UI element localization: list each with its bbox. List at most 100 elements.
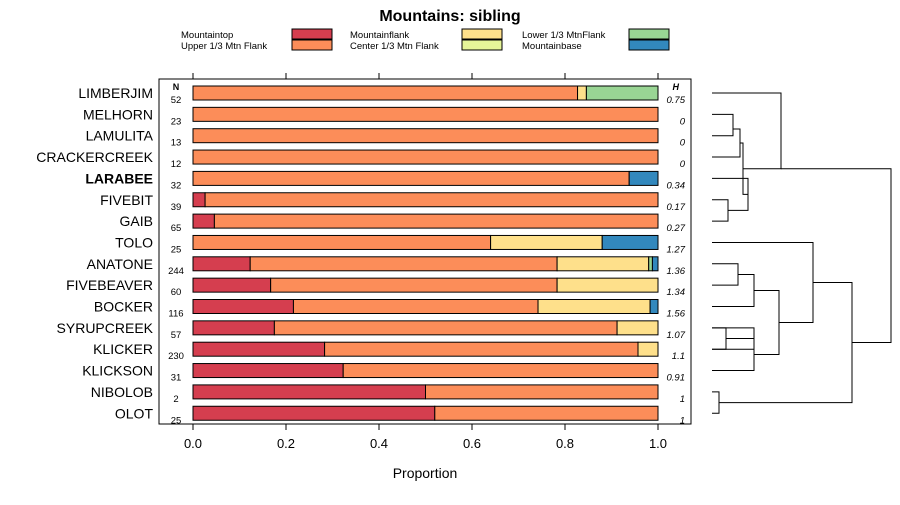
bar-segment (192, 106, 659, 122)
bar-segment (651, 256, 659, 272)
bar-segment (249, 256, 558, 272)
legend-label: Mountainbase (522, 41, 582, 52)
h-column-header: H (673, 82, 680, 92)
bar-segment (637, 341, 659, 357)
dendrogram-branch (712, 199, 729, 222)
bar-segment (434, 405, 659, 421)
bar-segment (192, 405, 436, 421)
row-label: LARABEE (85, 170, 153, 186)
bar-segment (585, 85, 659, 101)
bar-segment (342, 363, 659, 379)
bar-segment (192, 341, 326, 357)
bar-segment (425, 384, 659, 400)
row-label: LAMULITA (86, 128, 154, 144)
h-value: 0 (680, 159, 686, 170)
row-label: GAIB (120, 213, 153, 229)
bar-segment (490, 234, 603, 250)
row-label: KLICKSON (82, 363, 153, 379)
n-column-header: N (173, 82, 180, 92)
n-value: 39 (171, 202, 182, 213)
plot-frame (158, 78, 692, 425)
row-labels: LIMBERJIM MELHORN LAMULITA CRACKERCREEK LARA… (36, 85, 153, 421)
x-tick-label: 0.4 (370, 436, 388, 451)
row-label: MELHORN (83, 106, 153, 122)
x-tick-label: 0.8 (556, 436, 574, 451)
bar-segment (537, 299, 651, 314)
n-value: 32 (171, 180, 182, 191)
row-label: NIBOLOB (91, 384, 153, 400)
x-axis: 0.0 0.2 0.4 0.6 0.8 1.0 (184, 73, 667, 451)
bar-segment (292, 299, 539, 314)
bar-segment (192, 320, 275, 336)
bar-segment (213, 213, 659, 229)
h-value: 1 (680, 415, 685, 426)
dendrogram-branch (712, 92, 782, 170)
h-value: 1.56 (667, 309, 686, 320)
bar-segment (192, 363, 344, 379)
dendrogram-branch (712, 273, 755, 307)
h-labels: 0.75 0 0 0 0.34 0.17 0.27 1.27 1.36 1.34 1.56 1.07 1… (667, 95, 686, 426)
bar-segment (192, 170, 630, 186)
bar-segment (192, 234, 492, 250)
n-value: 25 (171, 244, 182, 255)
dendrogram (712, 92, 892, 414)
legend-swatch (291, 39, 333, 51)
h-value: 0 (680, 116, 686, 127)
n-value: 116 (168, 309, 183, 320)
bar-segment (556, 256, 650, 272)
bar-segment (192, 85, 579, 101)
legend-label: Mountaintop (181, 30, 233, 41)
dendrogram-branch (781, 168, 892, 344)
h-value: 1.27 (667, 244, 686, 255)
bar-segment (192, 128, 659, 144)
h-value: 0.17 (667, 202, 686, 213)
row-label: FIVEBEAVER (66, 277, 153, 293)
row-label: FIVEBIT (100, 192, 153, 208)
n-value: 25 (171, 415, 182, 426)
legend-swatch (628, 39, 670, 51)
bar-segment (192, 299, 294, 314)
dendrogram-branch (712, 263, 739, 286)
row-label: SYRUPCREEK (57, 320, 154, 336)
row-label: OLOT (115, 405, 154, 421)
dendrogram-branch (712, 391, 720, 414)
bar-segment (628, 170, 659, 186)
bar-segment (324, 341, 639, 357)
n-value: 230 (168, 351, 184, 362)
row-label: CRACKERCREEK (36, 149, 153, 165)
h-value: 0.91 (667, 373, 686, 384)
bar-segment (192, 384, 426, 400)
bar-segment (577, 85, 587, 101)
legend-swatch (461, 39, 503, 51)
bar-segment (192, 192, 206, 208)
bar-segment (556, 277, 659, 293)
legend-label: Upper 1/3 Mtn Flank (181, 41, 267, 52)
row-label: BOCKER (94, 299, 153, 315)
n-value: 244 (168, 266, 184, 277)
bar-segment (204, 192, 659, 208)
dendrogram-branch (712, 327, 727, 350)
x-tick-label: 0.2 (277, 436, 295, 451)
x-tick-label: 0.6 (463, 436, 481, 451)
n-value: 2 (173, 394, 178, 405)
bar-segment (192, 213, 215, 229)
x-axis-label: Proportion (393, 465, 458, 481)
legend-swatch (461, 28, 503, 40)
dendrogram-branch (754, 289, 780, 356)
bar-segment (273, 320, 618, 336)
h-value: 1.07 (667, 330, 686, 341)
row-label: TOLO (115, 234, 153, 250)
n-labels: 52 23 13 12 32 39 65 25 244 60 116 57 230 31 2 25 (168, 95, 184, 426)
row-label: KLICKER (93, 341, 153, 357)
chart-title: Mountains: sibling (379, 8, 520, 25)
n-value: 12 (171, 159, 182, 170)
bar-segment (192, 149, 659, 165)
n-value: 52 (171, 95, 182, 106)
bar-segment (616, 320, 659, 336)
row-label: ANATONE (87, 256, 153, 272)
h-value: 0.27 (667, 223, 686, 234)
n-value: 65 (171, 223, 182, 234)
row-label: LIMBERJIM (78, 85, 153, 101)
n-value: 23 (171, 116, 182, 127)
